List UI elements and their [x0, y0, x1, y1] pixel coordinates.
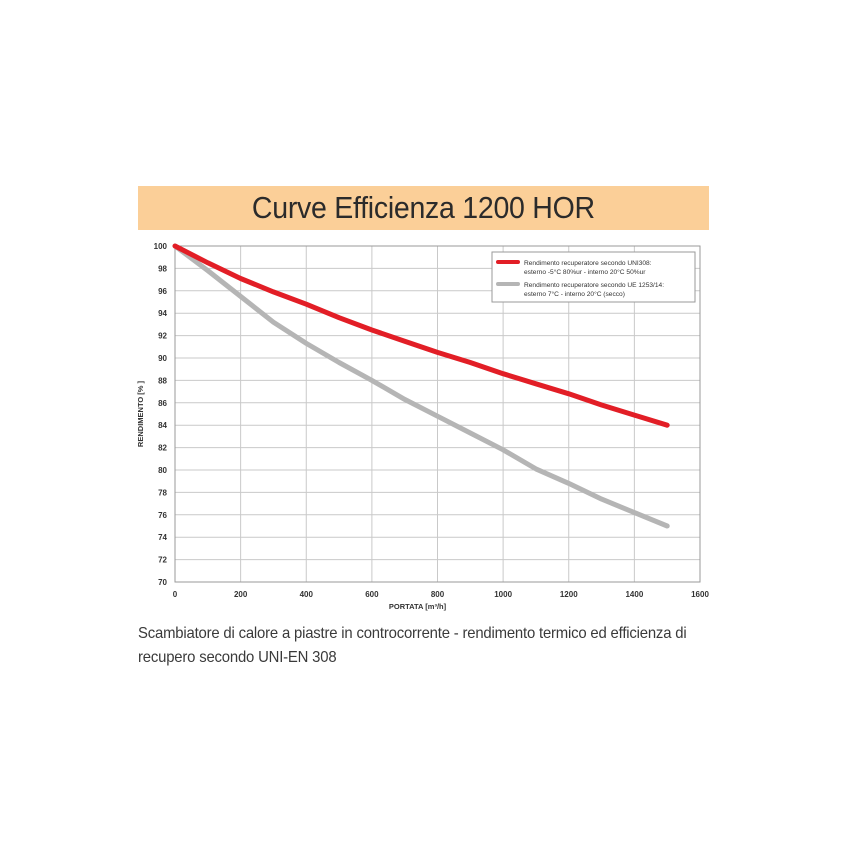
y-tick-label: 70 [158, 578, 167, 587]
x-tick-label: 1400 [625, 590, 643, 599]
y-tick-label: 78 [158, 488, 167, 497]
x-tick-label: 1600 [691, 590, 709, 599]
y-tick-label: 94 [158, 309, 167, 318]
y-tick-label: 84 [158, 421, 167, 430]
legend-label-2-line-1: Rendimento recuperatore secondo UE 1253/… [524, 282, 664, 289]
y-tick-label: 86 [158, 399, 167, 408]
chart-title: Curve Efficienza 1200 HOR [252, 190, 595, 225]
y-tick-label: 72 [158, 556, 167, 565]
x-tick-label: 0 [173, 590, 178, 599]
x-tick-label: 800 [431, 590, 445, 599]
y-tick-label: 98 [158, 264, 167, 273]
y-tick-label: 92 [158, 332, 167, 341]
y-tick-label: 88 [158, 376, 167, 385]
legend-label-1-line-1: Rendimento recuperatore secondo UNI308: [524, 260, 652, 267]
x-tick-label: 1000 [494, 590, 512, 599]
x-tick-label: 600 [365, 590, 379, 599]
y-tick-label: 90 [158, 354, 167, 363]
legend-label-2-line-2: esterno 7°C - interno 20°C (secco) [524, 290, 625, 298]
caption-line-1: Scambiatore di calore a piastre in contr… [138, 625, 687, 642]
x-tick-label: 1200 [560, 590, 578, 599]
caption-line-2: recupero secondo UNI-EN 308 [138, 649, 337, 666]
y-tick-label: 80 [158, 466, 167, 475]
legend: Rendimento recuperatore secondo UNI308:e… [491, 251, 696, 303]
x-tick-label: 200 [234, 590, 248, 599]
y-tick-label: 100 [154, 242, 168, 251]
series-line-2 [172, 243, 670, 529]
y-tick-label: 74 [158, 533, 167, 542]
x-axis-label: PORTATA [m³/h] [389, 602, 447, 611]
y-axis-label: RENDIMENTO [% ] [136, 380, 145, 447]
y-tick-label: 76 [158, 511, 167, 520]
figure-caption: Scambiatore di calore a piastre in contr… [138, 622, 713, 670]
title-banner: Curve Efficienza 1200 HOR [138, 186, 709, 230]
x-tick-label: 400 [300, 590, 314, 599]
y-tick-label: 96 [158, 287, 167, 296]
legend-label-1-line-2: esterno -5°C 80%ur - interno 20°C 50%ur [524, 268, 646, 276]
series-line-1 [172, 243, 670, 428]
legend-box [491, 251, 696, 303]
series-lines [172, 243, 670, 529]
y-tick-label: 82 [158, 444, 167, 453]
plot-border [174, 245, 701, 583]
